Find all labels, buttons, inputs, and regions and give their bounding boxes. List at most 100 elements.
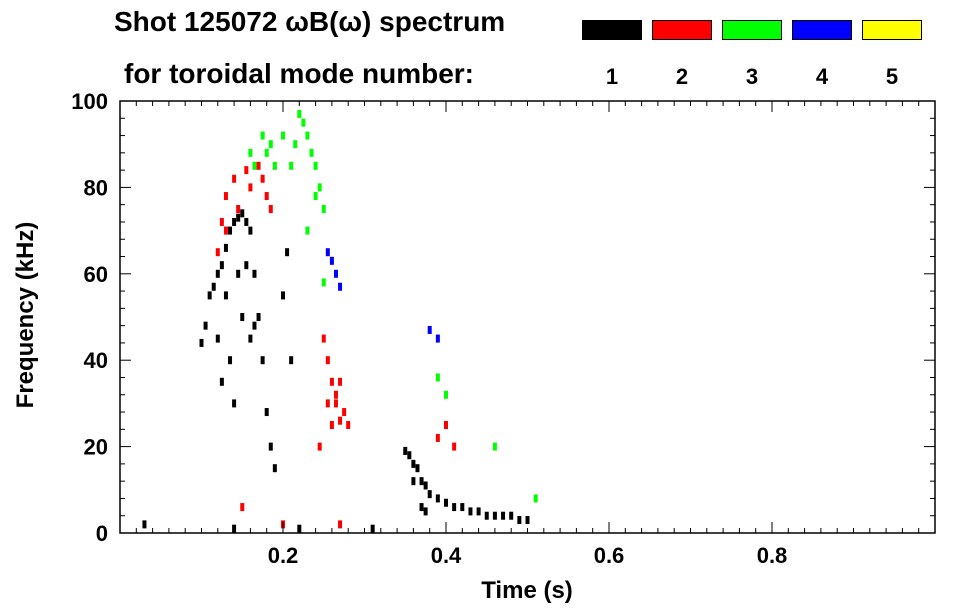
data-point-mode-1 xyxy=(444,498,448,507)
data-point-mode-3 xyxy=(305,226,310,235)
data-point-mode-1 xyxy=(142,520,147,529)
data-point-mode-1 xyxy=(517,516,522,525)
data-point-mode-1 xyxy=(484,511,489,520)
data-point-mode-2 xyxy=(268,205,273,213)
data-point-mode-3 xyxy=(533,494,538,503)
data-point-mode-1 xyxy=(199,338,204,347)
legend-swatch-5 xyxy=(862,20,922,40)
data-point-mode-2 xyxy=(325,399,330,408)
data-point-mode-2 xyxy=(321,334,326,343)
data-point-mode-3 xyxy=(260,131,265,140)
data-point-mode-2 xyxy=(219,217,224,226)
data-point-mode-1 xyxy=(509,511,514,520)
y-tick-label: 40 xyxy=(84,348,108,373)
data-point-mode-1 xyxy=(411,459,416,468)
legend-label-4: 4 xyxy=(815,64,829,89)
data-point-mode-2 xyxy=(452,442,457,451)
data-point-mode-1 xyxy=(211,282,216,291)
data-point-mode-2 xyxy=(333,390,338,399)
x-tick-label: 0.6 xyxy=(594,543,625,568)
data-point-mode-1 xyxy=(501,511,506,520)
data-point-mode-3 xyxy=(309,148,314,157)
data-point-mode-3 xyxy=(301,118,306,127)
data-point-mode-1 xyxy=(492,511,497,520)
data-point-mode-1 xyxy=(219,261,224,270)
data-point-mode-1 xyxy=(419,477,424,486)
data-point-mode-3 xyxy=(313,161,318,170)
data-point-mode-1 xyxy=(419,503,424,512)
data-point-mode-1 xyxy=(476,507,481,516)
data-point-mode-1 xyxy=(427,490,432,499)
data-point-mode-4 xyxy=(333,269,338,278)
data-point-mode-1 xyxy=(207,291,212,300)
data-point-mode-4 xyxy=(435,334,440,343)
x-tick-label: 0.8 xyxy=(757,543,788,568)
data-point-mode-2 xyxy=(338,416,343,425)
y-tick-label: 80 xyxy=(84,175,108,200)
data-point-mode-1 xyxy=(244,261,249,270)
data-point-mode-1 xyxy=(411,477,416,486)
legend-label-5: 5 xyxy=(885,64,899,89)
data-point-mode-1 xyxy=(236,213,241,222)
data-point-mode-2 xyxy=(244,166,249,175)
data-point-mode-3 xyxy=(305,131,310,140)
data-point-mode-1 xyxy=(252,269,257,278)
data-point-mode-1 xyxy=(468,507,473,516)
data-point-mode-3 xyxy=(317,183,322,192)
data-point-mode-2 xyxy=(232,174,237,183)
data-point-mode-3 xyxy=(313,192,318,201)
data-point-mode-1 xyxy=(256,313,261,321)
data-point-mode-1 xyxy=(407,451,412,460)
chart-subtitle: for toroidal mode number: xyxy=(124,58,474,89)
data-point-mode-3 xyxy=(297,109,302,118)
data-point-mode-1 xyxy=(272,464,277,473)
data-point-mode-1 xyxy=(244,217,249,226)
data-point-mode-4 xyxy=(338,282,343,291)
x-axis-label: Time (s) xyxy=(481,577,573,604)
data-point-mode-1 xyxy=(232,217,237,226)
data-point-mode-1 xyxy=(370,524,375,533)
data-point-mode-1 xyxy=(215,334,220,343)
data-point-mode-3 xyxy=(252,161,257,170)
data-point-mode-1 xyxy=(460,503,465,512)
data-point-mode-3 xyxy=(321,205,326,213)
data-point-mode-2 xyxy=(223,226,228,235)
data-point-mode-4 xyxy=(427,325,432,334)
data-point-mode-2 xyxy=(325,356,330,365)
data-point-mode-1 xyxy=(219,377,224,386)
data-point-mode-1 xyxy=(232,399,237,408)
data-point-mode-3 xyxy=(289,161,294,170)
data-point-mode-1 xyxy=(236,269,241,278)
data-point-mode-1 xyxy=(281,291,285,300)
legend-label-2: 2 xyxy=(675,64,689,89)
data-point-mode-1 xyxy=(415,464,420,473)
data-point-mode-2 xyxy=(444,421,448,429)
data-point-mode-1 xyxy=(240,209,245,218)
data-point-mode-1 xyxy=(452,503,457,512)
data-point-mode-1 xyxy=(240,313,245,321)
legend-label-1: 1 xyxy=(605,64,619,89)
legend-swatch-3 xyxy=(722,20,782,40)
legend-label-3: 3 xyxy=(745,64,759,89)
y-tick-label: 100 xyxy=(71,89,108,114)
data-point-mode-1 xyxy=(423,481,428,490)
data-point-mode-3 xyxy=(492,442,497,451)
data-point-mode-3 xyxy=(272,161,277,170)
data-point-mode-3 xyxy=(281,131,285,140)
y-tick-label: 60 xyxy=(84,262,108,287)
data-point-mode-1 xyxy=(285,248,290,257)
data-point-mode-3 xyxy=(435,373,440,382)
data-point-mode-2 xyxy=(236,205,241,213)
data-point-mode-2 xyxy=(346,421,351,429)
data-point-mode-2 xyxy=(240,503,245,512)
data-point-mode-1 xyxy=(252,321,257,330)
y-tick-label: 20 xyxy=(84,435,108,460)
data-point-mode-1 xyxy=(248,334,253,343)
data-point-mode-3 xyxy=(248,148,253,157)
data-point-mode-2 xyxy=(333,399,338,408)
data-point-mode-3 xyxy=(268,140,273,149)
data-point-mode-1 xyxy=(264,408,269,417)
data-point-mode-1 xyxy=(268,442,273,451)
data-point-mode-1 xyxy=(248,226,253,235)
